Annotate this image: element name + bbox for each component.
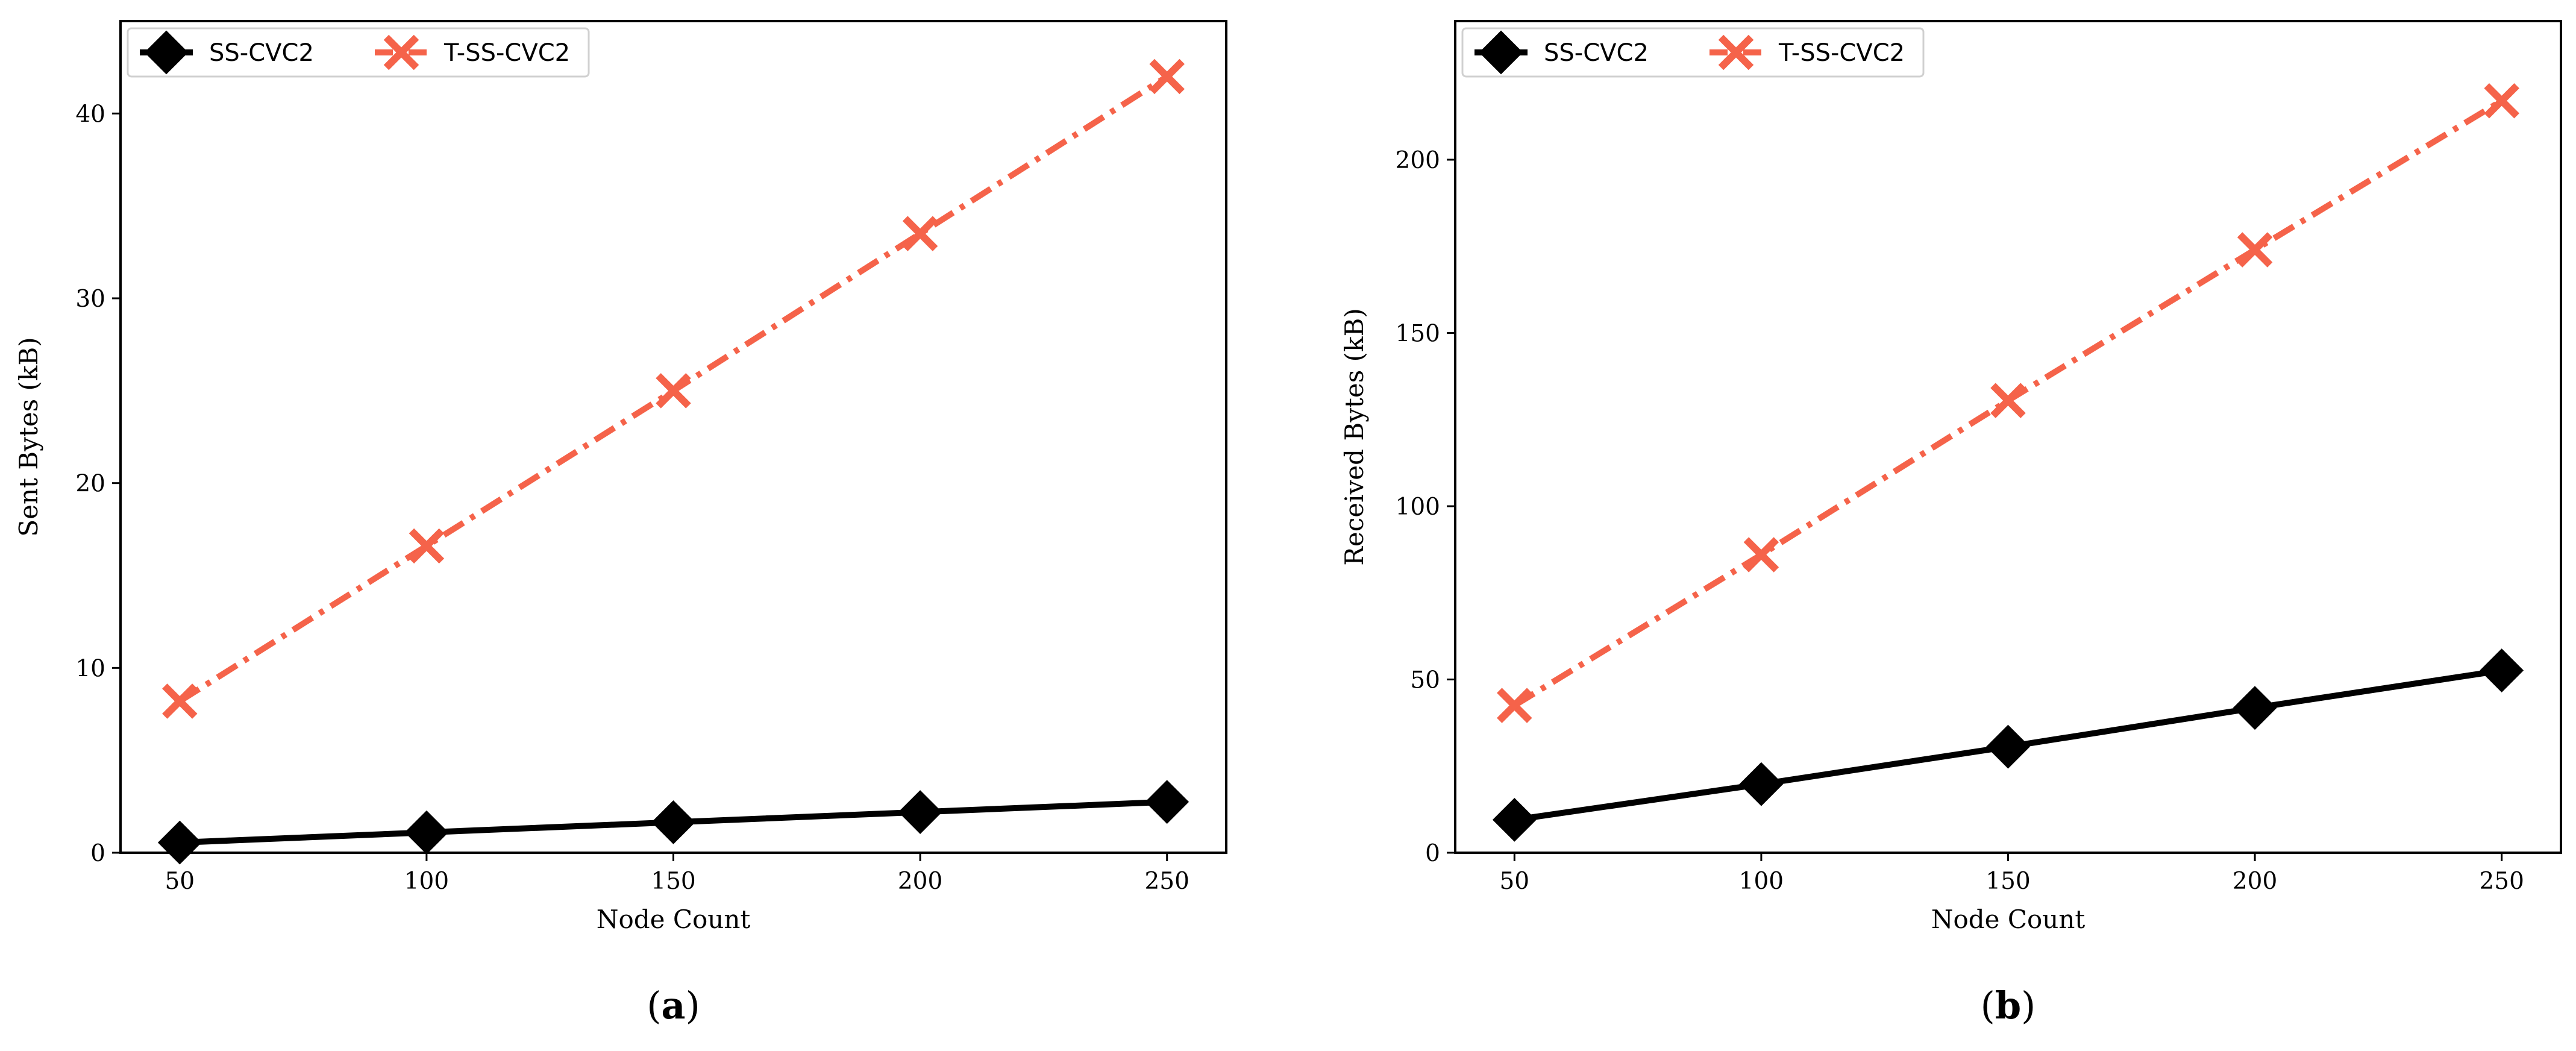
x-tick-label: 50	[1499, 868, 1529, 895]
legend: SS-CVC2 T-SS-CVC2	[1461, 27, 1925, 78]
data-point-T-SS-CVC2-50-stroke-2	[1497, 688, 1532, 723]
legend-box	[1461, 27, 1925, 78]
data-point-T-SS-CVC2-150	[1990, 383, 2026, 418]
y-axis-label: Sent Bytes (kB)	[14, 337, 43, 536]
y-tick-label: 0	[90, 840, 105, 867]
plot-area-frame	[119, 20, 1227, 854]
legend-label-SS-CVC2: SS-CVC2	[1544, 39, 1649, 67]
y-axis-label: Received Bytes (kB)	[1340, 308, 1369, 565]
x-tick-label: 150	[1985, 868, 2030, 895]
data-point-T-SS-CVC2-200-stroke-2	[902, 216, 938, 251]
y-tick-label: 50	[1410, 667, 1440, 694]
y-tick-label: 30	[75, 286, 105, 313]
y-tick-label: 100	[1396, 494, 1440, 521]
y-tick-label: 0	[1425, 840, 1440, 867]
y-tick-label: 10	[75, 655, 105, 682]
x-tick-label: 250	[1144, 868, 1189, 895]
legend-label-T-SS-CVC2: T-SS-CVC2	[443, 39, 570, 67]
data-point-SS-CVC2-150	[651, 800, 695, 844]
data-point-SS-CVC2-100	[404, 810, 449, 855]
data-point-T-SS-CVC2-150-stroke-2	[1990, 383, 2026, 418]
data-point-T-SS-CVC2-50-stroke-2	[162, 683, 198, 719]
data-point-SS-CVC2-250	[1145, 780, 1189, 824]
data-point-T-SS-CVC2-250-stroke-2	[1149, 58, 1185, 95]
x-tick-label: 100	[404, 868, 449, 895]
data-point-T-SS-CVC2-50	[162, 683, 198, 719]
data-point-SS-CVC2-100	[1739, 762, 1784, 806]
data-point-SS-CVC2-250	[2480, 648, 2524, 692]
data-point-T-SS-CVC2-200	[2237, 232, 2273, 268]
y-tick-label: 200	[1396, 147, 1440, 174]
x-tick-label: 50	[165, 868, 195, 895]
legend-marker-T-SS-CVC2	[383, 34, 419, 71]
data-point-T-SS-CVC2-200-stroke-2	[2237, 232, 2273, 268]
y-tick-label: 150	[1396, 321, 1440, 348]
legend-marker-SS-CVC2	[1479, 30, 1523, 75]
data-point-T-SS-CVC2-100-stroke-2	[1743, 537, 1779, 573]
x-axis-label: Node Count	[597, 905, 751, 934]
data-point-T-SS-CVC2-100	[1743, 537, 1779, 573]
data-point-SS-CVC2-200	[898, 790, 942, 834]
legend-box	[127, 27, 590, 78]
data-point-T-SS-CVC2-250	[1149, 58, 1185, 95]
plot-area-frame	[1454, 20, 2562, 854]
legend: SS-CVC2 T-SS-CVC2	[127, 27, 590, 78]
legend-marker-T-SS-CVC2	[1718, 34, 1754, 71]
chart-panel-a: 50 100 150 200 250 0 10 20 30 40 Node Count Sent By…	[14, 20, 1227, 1027]
data-point-T-SS-CVC2-150-stroke-2	[656, 373, 691, 409]
data-point-SS-CVC2-150	[1986, 724, 2030, 769]
data-point-T-SS-CVC2-200	[902, 216, 938, 251]
data-point-SS-CVC2-50	[1492, 797, 1537, 842]
panel-label: (a)	[647, 984, 700, 1027]
data-point-T-SS-CVC2-50	[1497, 688, 1532, 723]
y-tick-label: 20	[75, 471, 105, 498]
data-point-SS-CVC2-200	[2233, 686, 2277, 730]
x-tick-label: 250	[2479, 868, 2524, 895]
legend-label-SS-CVC2: SS-CVC2	[209, 39, 314, 67]
data-point-SS-CVC2-50	[157, 820, 202, 865]
x-tick-label: 200	[898, 868, 942, 895]
x-tick-label: 100	[1739, 868, 1784, 895]
y-tick-label: 40	[75, 101, 105, 128]
legend-marker-SS-CVC2	[144, 30, 189, 75]
legend-marker-T-SS-CVC2-stroke-2	[383, 34, 419, 71]
data-point-T-SS-CVC2-100-stroke-2	[409, 528, 445, 564]
chart-panel-b: 50 100 150 200 250 0 50 100 150 200 Node Count Rece…	[1340, 20, 2562, 1027]
data-point-T-SS-CVC2-100	[409, 528, 445, 564]
panel-label: (b)	[1981, 984, 2036, 1027]
x-axis-label: Node Count	[1931, 905, 2086, 934]
data-point-T-SS-CVC2-250-stroke-2	[2484, 83, 2519, 119]
x-tick-label: 150	[651, 868, 695, 895]
data-point-T-SS-CVC2-250	[2484, 83, 2519, 119]
x-tick-label: 200	[2233, 868, 2277, 895]
legend-label-T-SS-CVC2: T-SS-CVC2	[1778, 39, 1905, 67]
legend-marker-T-SS-CVC2-stroke-2	[1718, 34, 1754, 71]
data-point-T-SS-CVC2-150	[656, 373, 691, 409]
